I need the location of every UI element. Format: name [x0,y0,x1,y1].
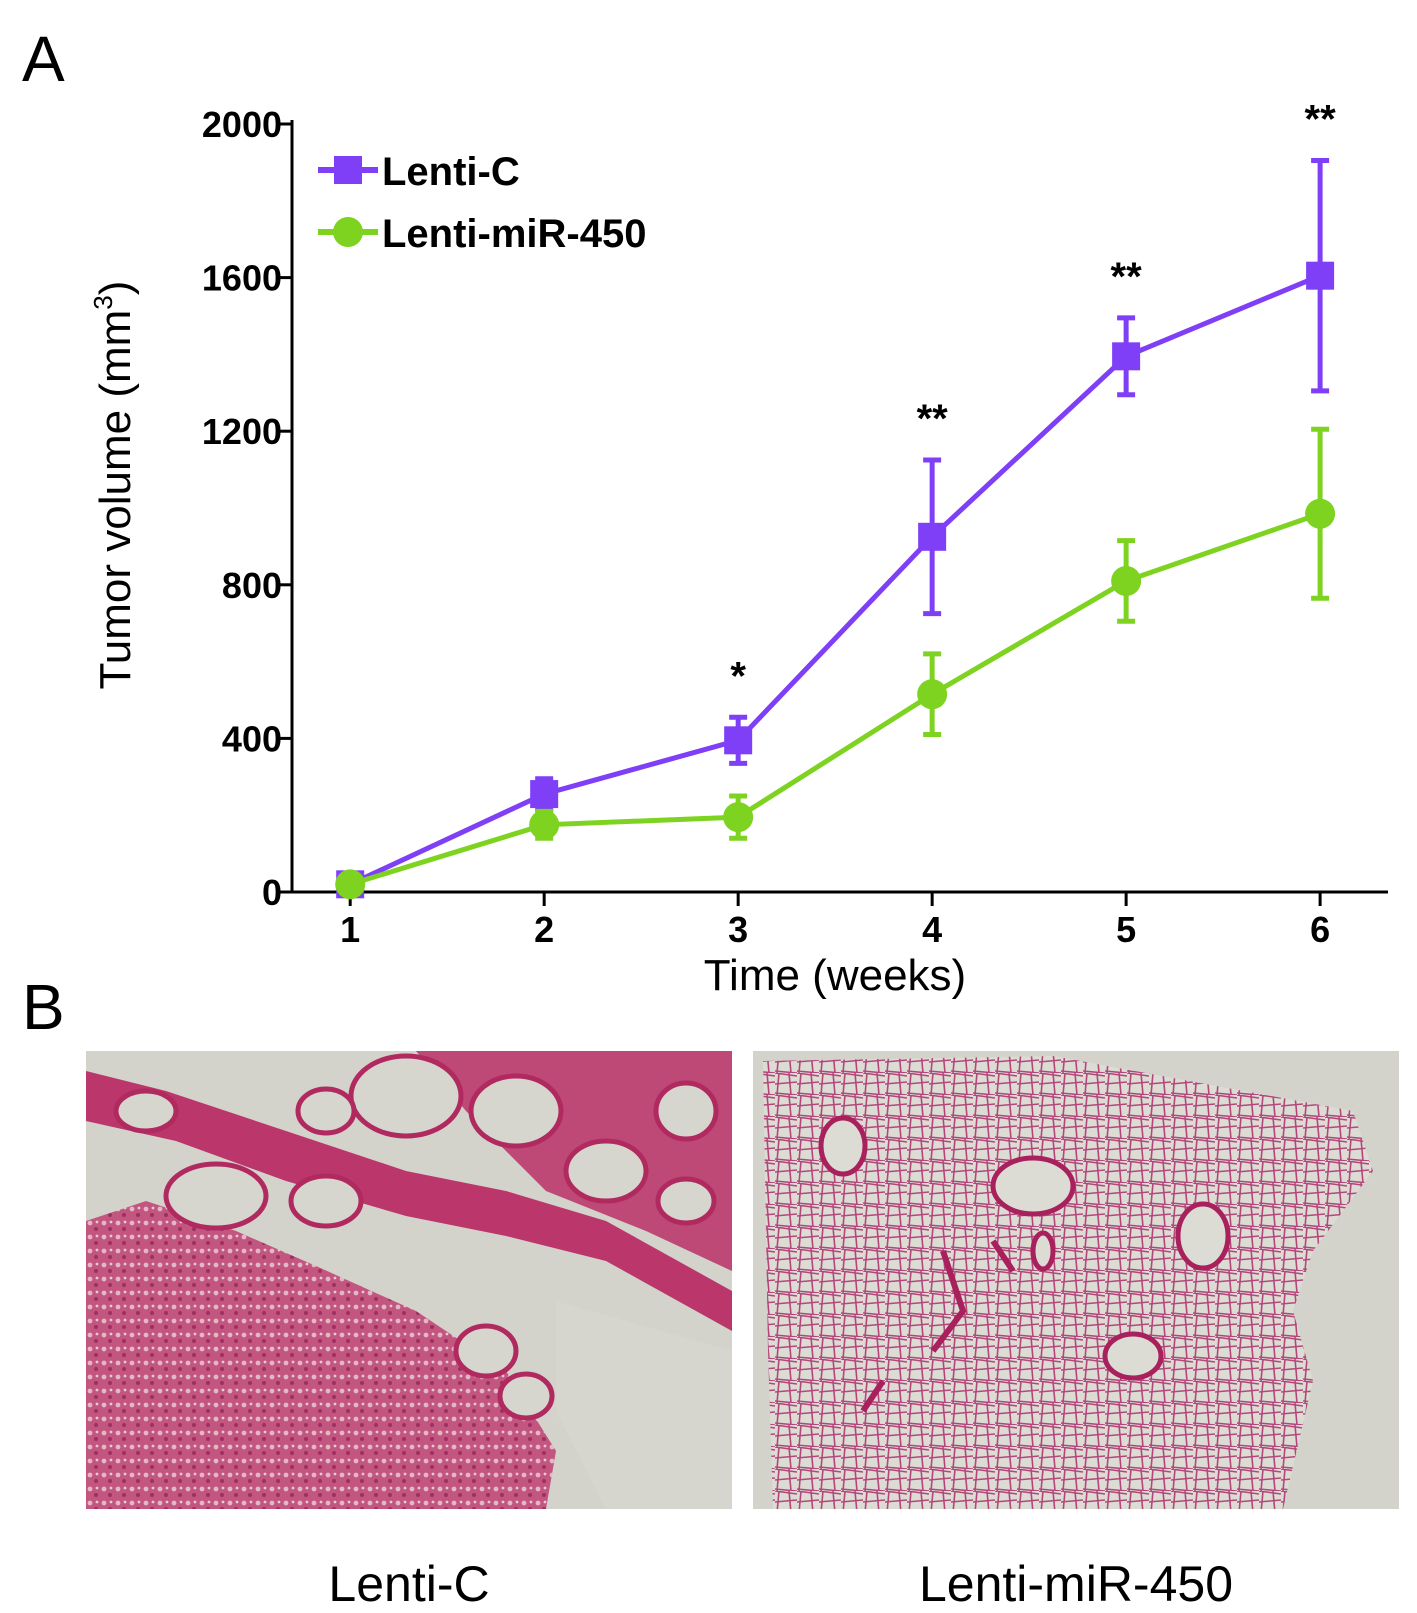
x-tick-label: 6 [1310,909,1330,950]
series-line [349,511,1321,887]
histology-image-lenti-mir-450 [753,1051,1399,1509]
legend-item-lenti-mir-450: Lenti-miR-450 [318,212,647,256]
y-axis-title-main: Tumor volume (mm [91,310,140,690]
data-point [1111,565,1142,596]
data-point [1112,342,1141,371]
data-point [1305,498,1336,529]
y-tick-label: 2000 [202,104,282,145]
caption-lenti-c: Lenti-C [328,1556,490,1612]
chart-axes [290,120,1388,894]
legend-marker [333,217,363,247]
legend-label: Lenti-C [382,150,520,194]
significance-label: ** [1305,97,1337,141]
data-point [918,522,947,551]
x-axis-title: Time (weeks) [704,951,966,1000]
data-point [1306,261,1335,290]
data-point [335,869,366,900]
x-tick-label: 4 [922,909,942,950]
series-lenti-c [336,157,1335,899]
data-point [723,802,754,833]
histology-image-lenti-c [86,1051,732,1509]
legend-label: Lenti-miR-450 [382,212,647,256]
significance-label: * [730,654,746,698]
data-point [530,780,559,809]
panel-label-a: A [22,23,65,95]
y-axis-title-superscript: 3 [88,295,118,309]
x-tick-label: 1 [340,909,360,950]
y-tick-label: 0 [262,872,282,913]
legend-marker [334,156,362,184]
caption-lenti-mir-450: Lenti-miR-450 [918,1556,1233,1612]
chart-legend: Lenti-C Lenti-miR-450 [318,150,647,256]
significance-label: ** [917,397,949,441]
y-tick-label: 1200 [202,411,282,452]
legend-item-lenti-c: Lenti-C [318,150,520,194]
significance-markers: ******* [730,97,1336,698]
panel-label-b: B [22,971,65,1043]
micrograph-lenti-c [86,1051,732,1509]
y-ticks: 0 400 800 1200 1600 2000 [202,104,292,913]
y-axis-title-close: ) [91,281,140,296]
series-line [349,273,1322,887]
y-axis-title: Tumor volume (mm3) [88,281,140,690]
micrograph-lenti-mir-450 [753,1051,1399,1509]
y-tick-label: 800 [222,565,282,606]
series-layer [335,157,1336,900]
data-point [917,679,948,710]
x-ticks: 1 2 3 4 5 6 [340,892,1330,950]
y-tick-label: 1600 [202,258,282,299]
y-tick-label: 400 [222,718,282,759]
series-lenti-mir-450 [335,426,1336,900]
data-point [529,809,560,840]
data-point [724,726,753,755]
x-tick-label: 5 [1116,909,1136,950]
x-tick-label: 3 [728,909,748,950]
x-tick-label: 2 [534,909,554,950]
significance-label: ** [1111,255,1143,299]
